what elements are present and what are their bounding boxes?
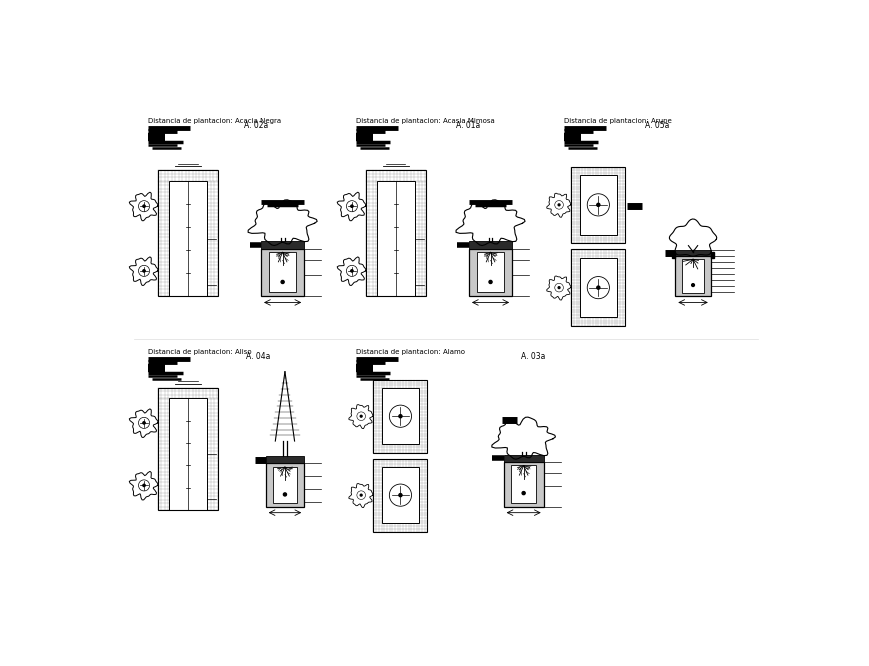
Text: Distancia de plantacion: Acacia Negra: Distancia de plantacion: Acacia Negra <box>148 118 281 124</box>
Circle shape <box>143 270 145 272</box>
Bar <box>476 252 504 292</box>
Bar <box>681 260 704 293</box>
Text: A. 04a: A. 04a <box>246 352 270 361</box>
Circle shape <box>558 286 560 288</box>
Bar <box>261 248 304 296</box>
Circle shape <box>281 280 284 284</box>
Bar <box>510 466 536 503</box>
Text: A. 03a: A. 03a <box>521 352 545 361</box>
Text: A. 01a: A. 01a <box>455 121 480 130</box>
Circle shape <box>283 493 286 496</box>
Circle shape <box>521 492 525 495</box>
Circle shape <box>399 494 401 497</box>
Bar <box>579 175 616 234</box>
Circle shape <box>399 415 401 418</box>
Circle shape <box>143 484 145 487</box>
Circle shape <box>143 422 145 424</box>
Bar <box>261 241 304 248</box>
Bar <box>365 170 425 296</box>
Bar <box>169 398 207 510</box>
Bar <box>710 252 713 258</box>
Circle shape <box>558 204 560 206</box>
Text: Distancia de plantacion: Aliso: Distancia de plantacion: Aliso <box>148 349 251 355</box>
Bar <box>674 250 710 256</box>
Text: Distancia de plantacion: Acasia Mimosa: Distancia de plantacion: Acasia Mimosa <box>355 118 494 124</box>
Circle shape <box>360 416 362 417</box>
Bar <box>381 468 419 523</box>
Bar <box>503 455 543 462</box>
Bar <box>503 462 543 507</box>
Bar <box>265 464 304 507</box>
Bar <box>571 249 625 326</box>
Bar <box>674 256 710 296</box>
Bar <box>672 252 674 258</box>
Circle shape <box>691 284 693 286</box>
Bar <box>468 248 512 296</box>
Bar <box>169 180 207 296</box>
Circle shape <box>350 205 353 207</box>
Text: A. 05a: A. 05a <box>644 121 668 130</box>
Bar <box>265 456 304 464</box>
Circle shape <box>350 270 353 272</box>
Bar <box>157 170 218 296</box>
Circle shape <box>360 494 362 496</box>
Bar <box>579 258 616 318</box>
Circle shape <box>488 280 492 284</box>
Circle shape <box>596 203 600 206</box>
Circle shape <box>596 286 600 289</box>
Text: A. 02a: A. 02a <box>244 121 268 130</box>
Bar <box>373 459 427 531</box>
Bar <box>272 467 297 503</box>
Text: Distancia de plantacion: Alamo: Distancia de plantacion: Alamo <box>355 349 464 355</box>
Text: Distancia de plantacion: Arupe: Distancia de plantacion: Arupe <box>563 118 671 124</box>
Bar <box>381 388 419 444</box>
Bar <box>269 252 296 292</box>
Bar <box>157 388 218 510</box>
Bar <box>376 180 415 296</box>
Bar <box>468 241 512 248</box>
Circle shape <box>143 205 145 207</box>
Bar <box>571 166 625 243</box>
Bar <box>373 380 427 453</box>
